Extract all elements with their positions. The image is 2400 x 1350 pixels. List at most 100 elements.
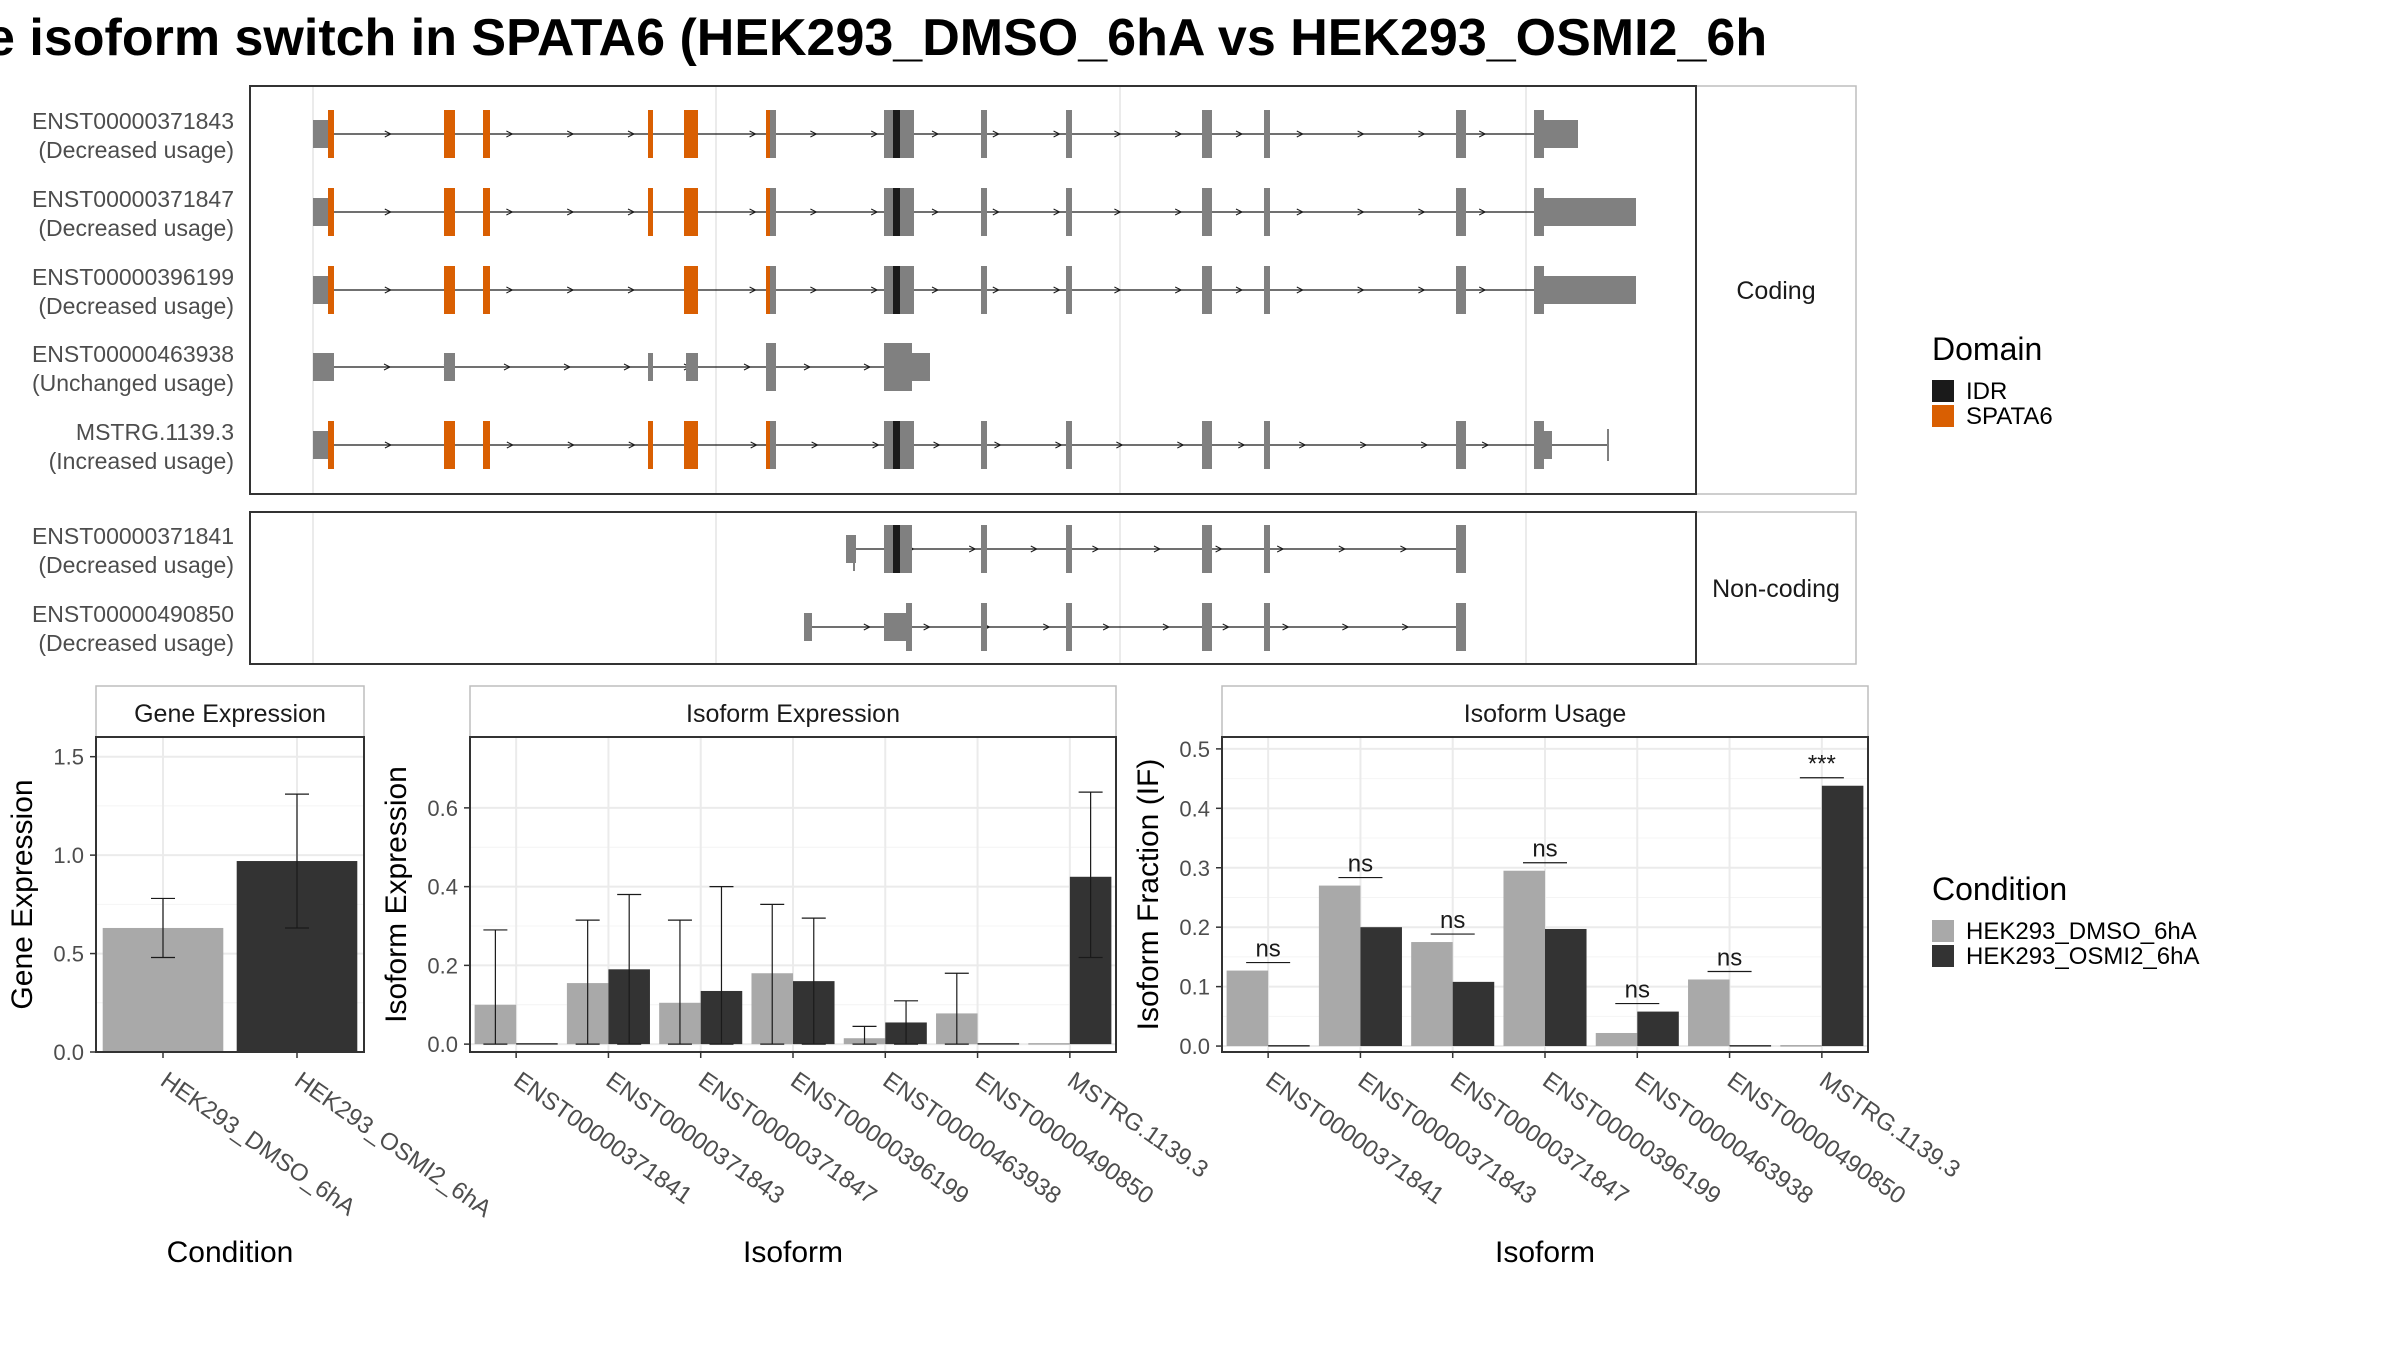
exon <box>313 198 328 226</box>
condition-legend-title: Condition <box>1932 871 2067 907</box>
x-axis-title: Condition <box>167 1236 294 1269</box>
bar-s0-5 <box>1688 979 1730 1047</box>
strand-arrow <box>1338 545 1346 553</box>
exon <box>900 188 914 236</box>
exon <box>770 110 776 158</box>
idr-domain <box>893 421 900 469</box>
exon <box>1534 188 1544 236</box>
panel-title: Isoform Usage <box>1464 700 1627 728</box>
exon <box>770 188 776 236</box>
transcript-track-3 <box>313 343 930 391</box>
bar-s1-0 <box>1268 1045 1310 1047</box>
exon <box>900 421 914 469</box>
panel-strip <box>469 685 1117 738</box>
strand-arrow <box>749 130 757 138</box>
spata6-domain <box>483 421 490 469</box>
exon <box>912 353 930 381</box>
strand-arrow <box>931 208 940 216</box>
y-tick-label-5: 0.5 <box>1179 737 1210 762</box>
exon <box>1544 431 1552 459</box>
idr-domain <box>893 110 900 158</box>
exon <box>1456 188 1466 236</box>
strand-arrow <box>750 441 758 449</box>
strand-arrow <box>863 623 871 631</box>
exon <box>313 120 328 148</box>
strand-arrow <box>627 208 636 216</box>
exon <box>1544 120 1578 148</box>
spata6-domain <box>766 110 770 158</box>
exon <box>1264 525 1270 573</box>
transcript-track-1 <box>313 188 1636 236</box>
strand-arrow <box>566 208 575 216</box>
strand-arrow <box>1418 208 1426 216</box>
exon <box>1202 525 1212 573</box>
x-axis-title: Isoform <box>743 1236 843 1269</box>
transcript-track-nc1 <box>804 603 1466 651</box>
legend-key-1 <box>1932 405 1954 427</box>
spata6-domain <box>648 110 653 158</box>
exon <box>884 266 893 314</box>
bar-s0-0 <box>1226 970 1269 1047</box>
y-axis-title: Isoform Expression <box>380 766 413 1023</box>
y-tick-label-3: 0.3 <box>1179 856 1210 881</box>
strand-arrow <box>1299 441 1307 449</box>
spata6-domain <box>328 110 334 158</box>
bar-s1-0 <box>516 1043 558 1045</box>
noncoding-panel-border <box>249 511 1697 665</box>
transcript-track-2 <box>313 266 1636 314</box>
exon <box>884 421 893 469</box>
strand-arrow <box>1053 286 1061 294</box>
strand-arrow <box>870 130 879 138</box>
panel-strip <box>95 685 365 738</box>
strand-arrow <box>566 286 575 294</box>
strand-arrow <box>1235 208 1244 216</box>
bar-s0-3 <box>1503 870 1545 1047</box>
exon <box>1202 603 1212 651</box>
exon <box>1202 266 1212 314</box>
significance-label-5: ns <box>1717 944 1742 971</box>
noncoding-panel: Non-coding <box>250 511 1857 665</box>
bar-s1-3 <box>1545 928 1587 1047</box>
spata6-domain <box>444 188 455 236</box>
exon <box>884 343 912 391</box>
bar-s1-6 <box>1821 785 1864 1047</box>
exon <box>1066 603 1072 651</box>
exon <box>1264 188 1270 236</box>
bar-s0-1 <box>1318 885 1361 1047</box>
y-axis-title: Gene Expression <box>6 779 39 1009</box>
exon <box>1456 603 1466 651</box>
exon <box>981 525 987 573</box>
spata6-domain <box>766 266 770 314</box>
exon <box>1066 525 1072 573</box>
bar-s1-4 <box>1637 1011 1679 1047</box>
strand-arrow <box>1174 286 1183 294</box>
strand-arrow <box>743 363 752 371</box>
exon <box>1456 266 1466 314</box>
transcript-usage-3: (Unchanged usage) <box>32 370 234 396</box>
spata6-domain <box>684 110 698 158</box>
bar-s0-4 <box>1595 1032 1638 1047</box>
transcript-name-2: ENST00000396199 <box>32 264 234 290</box>
strand-arrow <box>1055 441 1063 449</box>
strand-arrow <box>931 130 940 138</box>
spata6-domain <box>444 110 455 158</box>
exon <box>981 188 987 236</box>
strand-arrow <box>933 441 941 449</box>
strand-arrow <box>627 286 636 294</box>
exon <box>1202 421 1212 469</box>
strand-arrow <box>1357 130 1365 138</box>
panel-border <box>95 736 365 1053</box>
condition-label-1: HEK293_OSMI2_6hA <box>1966 943 2199 970</box>
y-tick-label-0: 0.0 <box>427 1032 458 1057</box>
exon <box>1202 188 1212 236</box>
exon <box>804 613 812 641</box>
exon <box>846 535 856 563</box>
strand-arrow <box>749 208 757 216</box>
strand-arrow <box>1102 623 1111 631</box>
strand-arrow <box>1215 545 1223 553</box>
strand-arrow <box>567 441 575 449</box>
strand-arrow <box>1162 623 1171 631</box>
